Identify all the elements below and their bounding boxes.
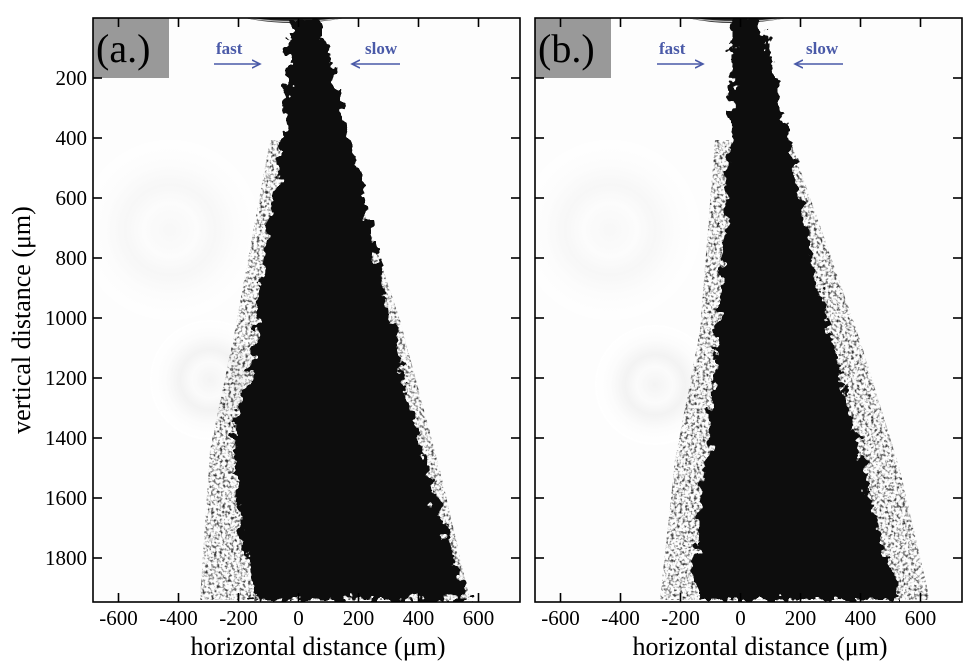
x-tick-label: -600 bbox=[99, 606, 138, 630]
panel-a-ticks: -600 -400 -200 0 200 400 600 bbox=[93, 18, 520, 630]
x-tick-label: 0 bbox=[735, 606, 746, 630]
y-tick-label: 1200 bbox=[45, 366, 87, 390]
panel-b-image bbox=[535, 18, 962, 602]
x-tick-label: -400 bbox=[159, 606, 198, 630]
panel-b-fast-label: fast bbox=[659, 39, 686, 58]
y-tick-label: 1000 bbox=[45, 306, 87, 330]
panel-b-label: (b.) bbox=[538, 26, 595, 71]
panel-a-frame bbox=[92, 17, 521, 603]
y-tick-label: 400 bbox=[56, 126, 88, 150]
y-tick-label: 1400 bbox=[45, 426, 87, 450]
x-tick-label: -400 bbox=[601, 606, 640, 630]
panel-a-label: (a.) bbox=[96, 26, 150, 71]
y-tick-label: 200 bbox=[56, 66, 88, 90]
x-tick-label: 400 bbox=[403, 606, 435, 630]
panel-a-label-box bbox=[93, 18, 169, 78]
spray-plume bbox=[232, 18, 468, 600]
y-tick-label: 600 bbox=[56, 186, 88, 210]
panel-b-label-box bbox=[535, 18, 611, 78]
x-tick-label: -600 bbox=[541, 606, 580, 630]
x-tick-label: -200 bbox=[661, 606, 700, 630]
x-tick-label: 200 bbox=[343, 606, 375, 630]
x-tick-label: 600 bbox=[463, 606, 495, 630]
x-tick-label: 600 bbox=[905, 606, 937, 630]
panel-a-x-axis-title: horizontal distance (μm) bbox=[190, 632, 445, 661]
y-tick-labels: 200 400 600 800 1000 1200 1400 1600 1800 bbox=[45, 66, 87, 570]
panel-b-slow-label: slow bbox=[806, 39, 839, 58]
panel-b-x-axis-title: horizontal distance (μm) bbox=[632, 632, 887, 661]
panel-b-ticks: -600 -400 -200 0 200 400 600 bbox=[535, 18, 962, 630]
panel-a-fast-label: fast bbox=[216, 39, 243, 58]
y-tick-label: 1800 bbox=[45, 546, 87, 570]
y-tick-label: 1600 bbox=[45, 486, 87, 510]
x-tick-label: 200 bbox=[785, 606, 817, 630]
x-tick-label: 0 bbox=[293, 606, 304, 630]
panel-a-image bbox=[93, 18, 520, 602]
y-tick-label: 800 bbox=[56, 246, 88, 270]
spray-plume bbox=[696, 18, 900, 600]
y-axis-title: vertical distance (μm) bbox=[7, 206, 36, 434]
x-tick-label: -200 bbox=[219, 606, 258, 630]
panel-b-frame bbox=[534, 17, 963, 603]
x-tick-label: 400 bbox=[845, 606, 877, 630]
panel-a-slow-label: slow bbox=[365, 39, 398, 58]
